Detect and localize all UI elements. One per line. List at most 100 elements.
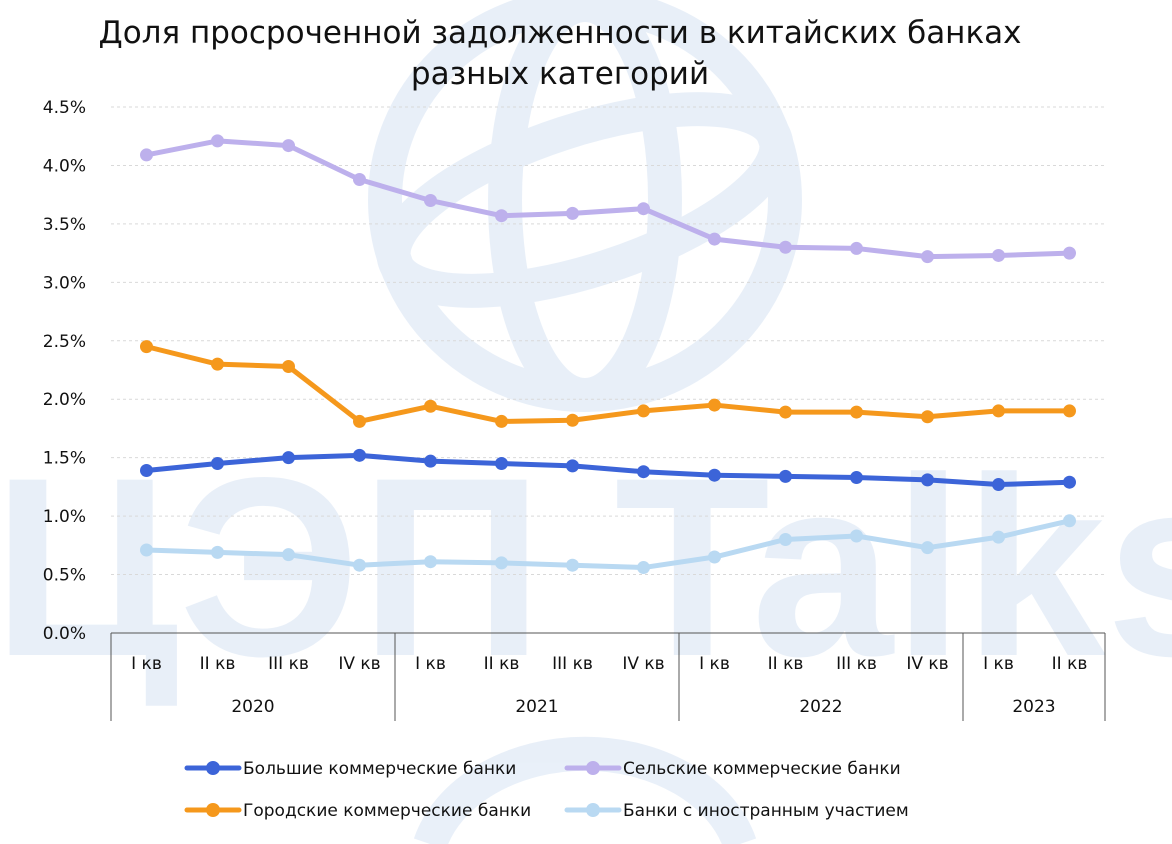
data-point <box>850 405 863 419</box>
data-point <box>708 398 721 412</box>
data-point <box>992 404 1005 418</box>
data-point <box>140 543 153 557</box>
y-axis-ticks: 0.0% 0.5% 1.0% 1.5% 2.0% 2.5% 3.0% 3.5% 4.0% 4.5% <box>43 98 86 644</box>
data-point <box>566 459 579 473</box>
data-point <box>921 250 934 264</box>
data-point <box>850 529 863 543</box>
series-lines <box>140 134 1076 575</box>
x-tick-label: III кв <box>552 654 593 674</box>
data-point <box>708 232 721 246</box>
data-point <box>566 206 579 220</box>
x-tick-label: I кв <box>131 654 162 674</box>
data-point <box>779 405 792 419</box>
data-point <box>424 194 437 208</box>
x-tick-label: III кв <box>836 654 877 674</box>
data-point <box>211 545 224 559</box>
data-point <box>282 548 295 562</box>
legend-label: Банки с иностранным участием <box>623 801 909 821</box>
data-point <box>1063 404 1076 418</box>
legend-swatch-marker <box>206 761 220 775</box>
data-point <box>637 202 650 216</box>
data-point <box>921 541 934 555</box>
legend-item: Сельские коммерческие банки <box>564 759 901 779</box>
data-point <box>779 240 792 254</box>
series-3 <box>140 340 1076 428</box>
y-tick-label: 0.0% <box>43 624 86 644</box>
legend-label: Большие коммерческие банки <box>243 759 516 779</box>
x-year-label: 2021 <box>515 697 558 717</box>
data-point <box>424 555 437 569</box>
data-point <box>140 340 153 354</box>
y-tick-label: 1.5% <box>43 449 86 469</box>
watermark-globe-bottom-icon <box>413 736 757 844</box>
data-point <box>495 556 508 570</box>
y-gridlines <box>111 106 1105 576</box>
data-point <box>211 457 224 471</box>
data-point <box>140 464 153 478</box>
x-year-label: 2020 <box>231 697 274 717</box>
legend-swatch-marker <box>586 761 600 775</box>
x-tick-label: IV кв <box>622 654 664 674</box>
legend-item: Большие коммерческие банки <box>184 759 516 779</box>
data-point <box>708 550 721 564</box>
y-tick-label: 3.5% <box>43 215 86 235</box>
watermark-globe-icon <box>368 0 802 412</box>
data-point <box>353 414 366 428</box>
y-tick-label: 1.0% <box>43 507 86 527</box>
y-tick-label: 4.0% <box>43 156 86 176</box>
data-point <box>424 454 437 468</box>
x-tick-label: III кв <box>268 654 309 674</box>
data-point <box>708 468 721 482</box>
data-point <box>637 465 650 479</box>
series-2 <box>140 134 1076 264</box>
y-tick-label: 2.0% <box>43 390 86 410</box>
y-tick-label: 0.5% <box>43 566 86 586</box>
x-year-label: 2023 <box>1012 697 1055 717</box>
data-point <box>1063 514 1076 528</box>
x-tick-label: I кв <box>415 654 446 674</box>
data-point <box>495 209 508 223</box>
legend-swatch-marker <box>586 803 600 817</box>
data-point <box>282 451 295 465</box>
data-point <box>495 414 508 428</box>
y-tick-label: 2.5% <box>43 332 86 352</box>
data-point <box>353 558 366 572</box>
data-point <box>211 357 224 371</box>
legend: Большие коммерческие банки Сельские комме… <box>184 759 909 821</box>
data-point <box>850 241 863 255</box>
legend-item: Банки с иностранным участием <box>564 801 909 821</box>
data-point <box>495 457 508 471</box>
data-point <box>353 448 366 462</box>
data-point <box>211 134 224 148</box>
y-tick-label: 3.0% <box>43 273 86 293</box>
legend-label: Городские коммерческие банки <box>243 801 531 821</box>
series-1 <box>140 448 1076 492</box>
data-point <box>637 561 650 575</box>
data-point <box>779 469 792 483</box>
legend-item: Городские коммерческие банки <box>184 801 531 821</box>
x-tick-label: IV кв <box>906 654 948 674</box>
legend-label: Сельские коммерческие банки <box>623 759 901 779</box>
chart-title-line-2: разных категорий <box>411 56 709 92</box>
x-tick-label: II кв <box>200 654 236 674</box>
x-tick-label: I кв <box>699 654 730 674</box>
x-axis: I кв II кв III кв IV кв I кв II кв III кв IV кв… <box>110 632 1106 721</box>
data-point <box>992 248 1005 262</box>
x-tick-label: I кв <box>983 654 1014 674</box>
chart-title-line-1: Доля просроченной задолженности в китайс… <box>98 15 1021 51</box>
series-line <box>144 452 1072 488</box>
data-point <box>566 558 579 572</box>
x-tick-label: II кв <box>1052 654 1088 674</box>
data-point <box>424 399 437 413</box>
y-tick-label: 4.5% <box>43 98 86 118</box>
data-point <box>992 530 1005 544</box>
data-point <box>779 532 792 546</box>
x-tick-label: IV кв <box>338 654 380 674</box>
series-line <box>144 344 1072 424</box>
series-line <box>144 138 1072 260</box>
data-point <box>140 148 153 162</box>
series-4 <box>140 514 1076 575</box>
x-tick-label: II кв <box>484 654 520 674</box>
